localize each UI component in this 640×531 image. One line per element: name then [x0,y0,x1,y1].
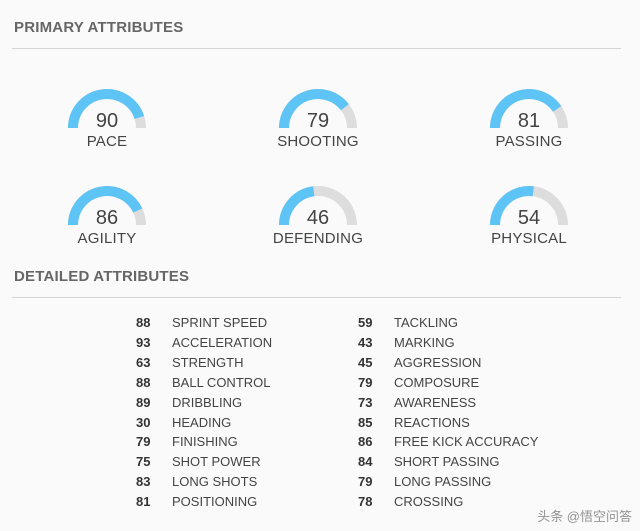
gauge-passing: 81 PASSING [469,88,589,168]
gauge-label: DEFENDING [272,230,364,247]
gauge-value: 79 [306,110,330,132]
primary-divider [12,48,621,49]
stat-value: 43 [358,334,373,350]
stat-name: AGGRESSION [394,354,482,370]
gauge-physical: 54 PHYSICAL [469,185,589,265]
stat-value: 89 [136,394,151,410]
stat-name: DRIBBLING [172,394,243,410]
watermark: 头条 @悟空问答 [537,509,632,524]
stat-name: LONG SHOTS [172,474,258,490]
gauge-label: SHOOTING [277,133,359,150]
stat-value: 78 [358,494,373,510]
stat-value: 45 [358,354,373,370]
stat-name: CROSSING [394,494,464,510]
stat-name: SPRINT SPEED [172,315,268,330]
gauge-value: 54 [517,207,541,229]
stat-name: REACTIONS [394,414,470,430]
detailed-divider [12,297,621,298]
stat-value: 86 [358,434,373,450]
stat-name: AWARENESS [394,394,477,410]
stat-name: BALL CONTROL [172,374,271,390]
stat-name: COMPOSURE [394,374,480,390]
stat-value: 59 [358,315,373,330]
gauge-defending: 46 DEFENDING [258,185,378,265]
stat-value: 88 [136,374,151,390]
stat-value: 88 [136,315,151,330]
gauge-value: 46 [306,207,330,229]
gauge-agility: 86 AGILITY [47,185,167,265]
primary-attributes-title: PRIMARY ATTRIBUTES [14,19,184,36]
gauge-fill [490,89,562,129]
gauge-label: AGILITY [77,230,137,247]
gauge-shooting: 79 SHOOTING [258,88,378,168]
gauge-label: PHYSICAL [491,230,567,247]
gauge-arc-pace [68,88,146,129]
gauge-fill [68,88,145,129]
gauge-arc-agility [68,186,146,226]
gauge-arc-passing [490,89,568,129]
gauge-fill [279,186,315,226]
stat-value: 75 [136,454,151,470]
stat-name: SHORT PASSING [394,454,500,470]
gauge-value: 90 [95,110,119,132]
stat-name: FINISHING [172,434,238,450]
detailed-attributes-title: DETAILED ATTRIBUTES [14,268,190,285]
stat-name: SHOT POWER [172,454,261,470]
stat-value: 73 [358,394,373,410]
stat-value: 81 [136,494,151,510]
stat-name: TACKLING [394,315,459,330]
gauge-fill [68,186,143,226]
stat-value: 79 [358,474,373,490]
gauge-label: PASSING [495,133,563,150]
gauge-pace: 90 PACE [47,88,167,168]
stat-name: POSITIONING [172,494,258,510]
gauge-arc-physical [490,186,568,226]
stat-value: 84 [358,454,373,470]
stat-value: 79 [136,434,151,450]
stat-value: 83 [136,474,151,490]
stat-value: 85 [358,414,373,430]
gauge-value: 81 [517,110,541,132]
stat-name: ACCELERATION [172,334,273,350]
stat-value: 30 [136,414,151,430]
stat-value: 79 [358,374,373,390]
stat-name: HEADING [172,414,232,430]
stat-name: FREE KICK ACCURACY [394,434,539,450]
gauge-fill [279,89,349,129]
gauge-arc-shooting [279,89,357,129]
stat-value: 93 [136,334,151,350]
gauge-fill [490,186,534,226]
stat-name: MARKING [394,334,455,350]
stat-value: 63 [136,354,151,370]
stat-name: LONG PASSING [394,474,492,490]
gauge-label: PACE [86,133,128,150]
gauge-value: 86 [95,207,119,229]
gauge-arc-defending [279,186,357,226]
stat-name: STRENGTH [172,354,244,370]
